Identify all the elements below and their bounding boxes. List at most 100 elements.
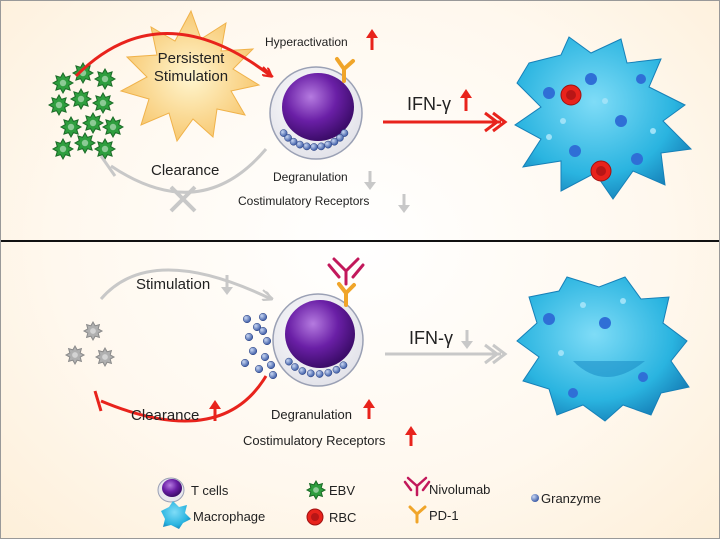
ebv-particle <box>71 61 95 85</box>
stimulation-label-bottom: Stimulation <box>136 276 210 293</box>
granzyme-granule <box>317 142 326 151</box>
clearance-label-bottom: Clearance <box>131 407 199 424</box>
ifn-up-arrow-icon <box>460 89 472 111</box>
granzyme-granule <box>242 314 252 324</box>
ebv-particle <box>51 137 75 161</box>
granzyme-granule <box>298 367 307 375</box>
macrophage-bottom <box>516 276 690 422</box>
hyperactivation-label: Hyperactivation <box>265 35 348 49</box>
granzyme-granule <box>330 137 339 146</box>
granzyme-granule <box>315 370 324 378</box>
granzyme-granule <box>258 326 268 336</box>
degranulation-up-arrow-icon <box>363 399 375 419</box>
costimulatory-label-top: Costimulatory Receptors <box>238 194 369 208</box>
ebv-particle <box>59 115 83 139</box>
ebv-particle <box>91 91 115 115</box>
granzyme-granule <box>310 143 318 151</box>
ifn-arrow-bottom <box>385 343 508 365</box>
macrophage-top <box>514 36 693 200</box>
legend-nivolumab-icon <box>403 476 431 497</box>
granzyme-ring-bottom <box>285 357 348 378</box>
legend-rbc: RBC <box>329 510 356 525</box>
granzyme-granule <box>285 357 293 366</box>
legend-nivolumab: Nivolumab <box>429 482 490 497</box>
granzyme-granule <box>279 129 288 137</box>
ebv-particle <box>93 67 117 91</box>
legend-granzyme-icon <box>531 494 539 502</box>
granzyme-granule <box>302 142 311 151</box>
granzyme-granule <box>260 352 270 362</box>
granzyme-granule <box>240 358 250 368</box>
degranulation-label-top: Degranulation <box>273 170 348 184</box>
ebv-particle <box>69 87 93 111</box>
granzyme-granule <box>252 322 262 332</box>
clearance-blunt-end-bottom <box>93 390 103 412</box>
persistent-stimulation-arrow-head2 <box>262 66 274 78</box>
clearance-arc-top <box>110 148 268 194</box>
ebv-particle <box>47 93 71 117</box>
costimulatory-up-arrow-icon <box>405 426 417 446</box>
costimulatory-label-bottom: Costimulatory Receptors <box>243 433 386 448</box>
granzyme-granule <box>306 369 315 378</box>
granzyme-granule <box>248 346 258 356</box>
granzyme-granule <box>244 332 254 342</box>
granzyme-granule <box>266 360 276 370</box>
legend: T cells Macrophage EBV RBC Nivolumab PD-… <box>157 476 601 529</box>
ebv-particle <box>305 479 327 501</box>
ifn-arrow-top <box>383 111 508 133</box>
granzyme-granule <box>324 368 333 377</box>
granzyme-granule <box>268 370 278 380</box>
ebv-particle-inactive <box>94 346 116 368</box>
ebv-particle <box>73 131 97 155</box>
granzyme-granule <box>284 133 292 142</box>
granzyme-granule <box>258 312 268 322</box>
granzyme-granule <box>262 336 272 346</box>
clearance-up-arrow-icon <box>209 400 221 421</box>
ebv-particle <box>93 137 117 161</box>
granzyme-granule <box>289 137 298 146</box>
ebv-particle-inactive <box>64 344 86 366</box>
ebv-cluster-bottom <box>64 320 116 368</box>
persistent-stimulation-burst: Persistent Stimulation <box>119 9 261 143</box>
rbc-in-macrophage-1 <box>560 84 582 106</box>
clearance-blunt-end-top <box>99 155 117 177</box>
legend-macrophage-icon <box>161 501 191 529</box>
ebv-particle <box>51 71 75 95</box>
legend-pd1: PD-1 <box>429 508 459 523</box>
stimulation-arrow-bottom <box>99 268 271 299</box>
granzyme-granule <box>336 133 344 142</box>
ifn-gamma-label-bottom: IFN-γ <box>409 328 453 348</box>
rbc-in-macrophage-2 <box>590 160 612 182</box>
stimulus-label-line2: Stimulation <box>154 68 228 85</box>
granzyme-released-bottom <box>240 312 278 380</box>
clearance-blocked-x-icon <box>169 185 197 213</box>
legend-ebv: EBV <box>329 483 355 498</box>
degranulation-down-arrow-icon <box>364 171 376 190</box>
ifn-down-arrow-icon <box>461 330 473 349</box>
legend-t-cells: T cells <box>191 483 229 498</box>
granzyme-granule <box>254 364 264 374</box>
granzyme-granule <box>340 129 349 137</box>
ebv-particle <box>101 115 125 139</box>
t-cell-top <box>269 66 363 160</box>
costimulatory-down-arrow-icon <box>398 194 410 213</box>
granzyme-granule <box>339 361 348 370</box>
legend-pd1-icon <box>408 505 427 524</box>
stimulation-arrow-head2-bottom <box>262 289 274 300</box>
stimulus-label-line1: Persistent <box>158 50 226 67</box>
clearance-label-top: Clearance <box>151 162 219 179</box>
persistent-stimulation-arrow <box>74 32 271 77</box>
legend-ebv-icon <box>305 479 327 501</box>
ebv-particle-inactive <box>82 320 104 342</box>
granzyme-granule <box>324 140 332 149</box>
nivolumab-antibody-bottom <box>327 257 365 286</box>
legend-rbc-icon <box>306 508 324 526</box>
ebv-cluster-top <box>47 61 125 161</box>
legend-macrophage: Macrophage <box>193 509 265 524</box>
granzyme-granule <box>296 140 304 149</box>
stimulation-down-arrow-icon <box>221 275 233 295</box>
degranulation-label-bottom: Degranulation <box>271 407 352 422</box>
granzyme-granule <box>332 365 341 374</box>
